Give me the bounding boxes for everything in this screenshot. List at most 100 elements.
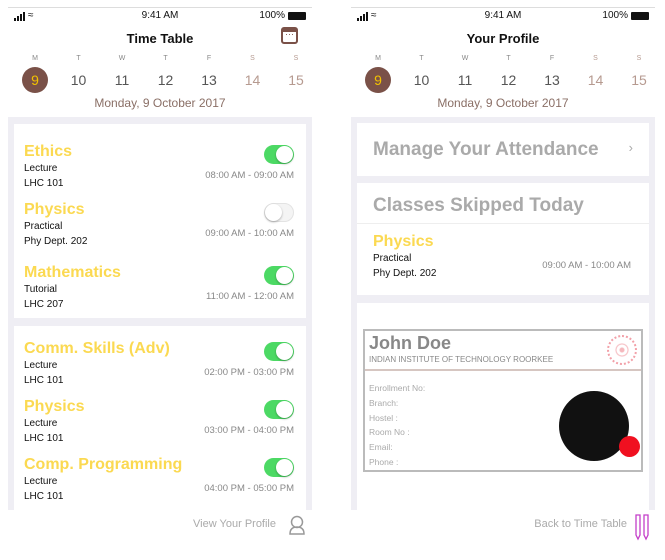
course-name: Comp. Programming [24,456,183,473]
day-11[interactable]: W 11 [452,55,478,93]
status-bar: ≈ 9:41 AM 100% [8,9,312,23]
day-number: 11 [457,72,473,88]
status-bar: ≈ 9:41 AM 100% [351,9,655,23]
selected-date: Monday, 9 October 2017 [437,96,569,110]
skipped-class-row: Physics Practical Phy Dept. 202 09:00 AM… [357,224,649,294]
id-card-container: John Doe INDIAN INSTITUTE OF TECHNOLOGY … [357,303,649,510]
attendance-toggle[interactable] [264,203,294,222]
day-13[interactable]: F 13 [196,55,222,93]
course-name: Mathematics [24,264,121,281]
footer: View Your Profile [8,510,312,545]
day-number: 15 [288,72,304,88]
day-14[interactable]: S 14 [240,55,266,93]
class-time: 03:00 PM - 04:00 PM [204,425,294,436]
class-room: Phy Dept. 202 [373,268,437,279]
divider [8,7,312,8]
chevron-right-icon: › [628,140,633,155]
day-number: 9 [365,67,391,93]
day-14[interactable]: S 14 [583,55,609,93]
attendance-toggle[interactable] [264,145,294,164]
class-row: Comp. Programming Lecture LHC 101 04:00 … [14,456,306,514]
day-number: 10 [413,72,430,88]
weekday-letter: F [206,55,212,62]
class-time: 04:00 PM - 05:00 PM [204,483,294,494]
class-card: Comm. Skills (Adv) Lecture LHC 101 02:00… [14,326,306,510]
weekday-letter: S [636,55,642,62]
selected-date: Monday, 9 October 2017 [94,96,226,110]
timetable-list: Ethics Lecture LHC 101 08:00 AM - 09:00 … [8,117,312,510]
weekday-letter: S [593,55,598,62]
profile-content: Manage Your Attendance › Classes Skipped… [351,117,655,510]
class-type: Lecture [24,476,58,487]
weekday-letter: M [32,55,38,62]
class-row: Physics Lecture LHC 101 03:00 PM - 04:00… [14,398,306,456]
class-room: LHC 101 [24,433,64,444]
day-12[interactable]: T 12 [496,55,522,93]
attendance-toggle[interactable] [264,458,294,477]
id-field-label: Branch: [369,397,399,408]
attendance-toggle[interactable] [264,400,294,419]
weekday-letter: W [461,55,469,62]
manage-attendance-button[interactable]: Manage Your Attendance › [357,123,649,176]
day-number: 12 [500,72,517,88]
institute-seal-logo [607,335,637,365]
view-profile-link[interactable]: View Your Profile [193,518,276,530]
pencils-icon[interactable] [633,513,651,541]
profile-icon[interactable] [288,515,306,535]
day-number: 13 [544,72,560,88]
class-room: Phy Dept. 202 [24,236,88,247]
course-name: Physics [373,233,434,250]
weekday-letter: M [375,55,381,62]
day-12[interactable]: T 12 [153,55,179,93]
battery-percent: 100% [259,10,285,21]
day-15[interactable]: S 15 [283,55,309,93]
id-card: John Doe INDIAN INSTITUTE OF TECHNOLOGY … [363,329,643,472]
day-10[interactable]: T 10 [409,55,435,93]
day-10[interactable]: T 10 [66,55,92,93]
battery-icon [631,11,649,20]
id-fields: Enrollment No: Branch: Hostel : Room No : Em… [369,381,425,470]
course-name: Physics [24,398,85,415]
course-name: Ethics [24,143,73,160]
status-time: 9:41 AM [484,10,522,21]
class-type: Lecture [24,360,58,371]
day-13[interactable]: F 13 [539,55,565,93]
student-name: John Doe [369,333,452,353]
day-number: 10 [70,72,87,88]
status-dot [619,436,640,457]
day-number: 12 [157,72,174,88]
attendance-toggle[interactable] [264,266,294,285]
class-row: Ethics Lecture LHC 101 08:00 AM - 09:00 … [14,143,306,201]
day-15[interactable]: S 15 [626,55,652,93]
footer: Back to Time Table [351,510,655,545]
id-field-label: Phone : [369,456,399,467]
attendance-toggle[interactable] [264,342,294,361]
day-number: 13 [201,72,217,88]
weekday-letter: T [76,55,81,62]
class-type: Lecture [24,163,58,174]
class-type: Tutorial [24,284,57,295]
page-title: Time Table [126,31,194,46]
course-name: Comm. Skills (Adv) [24,340,170,357]
class-time: 11:00 AM - 12:00 AM [205,291,294,302]
profile-screen: ≈ 9:41 AM 100% Your Profile M 9 T 10 W 11 T 12 F… [351,0,655,545]
signal-wifi-icon: ≈ [357,10,377,21]
weekday-letter: S [293,55,299,62]
calendar-icon[interactable] [281,27,298,44]
day-number: 9 [22,67,48,93]
class-type: Practical [24,221,63,232]
day-11[interactable]: W 11 [109,55,135,93]
weekday-letter: T [506,55,511,62]
id-field-label: Email: [369,442,393,453]
class-room: LHC 101 [24,491,64,502]
id-field-label: Hostel : [369,412,398,423]
class-time: 09:00 AM - 10:00 AM [205,228,294,239]
divider [351,7,655,8]
battery-percent: 100% [602,10,628,21]
back-to-timetable-link[interactable]: Back to Time Table [534,518,627,530]
profile-photo[interactable] [559,391,629,461]
weekday-letter: W [118,55,126,62]
class-room: LHC 207 [24,299,64,310]
